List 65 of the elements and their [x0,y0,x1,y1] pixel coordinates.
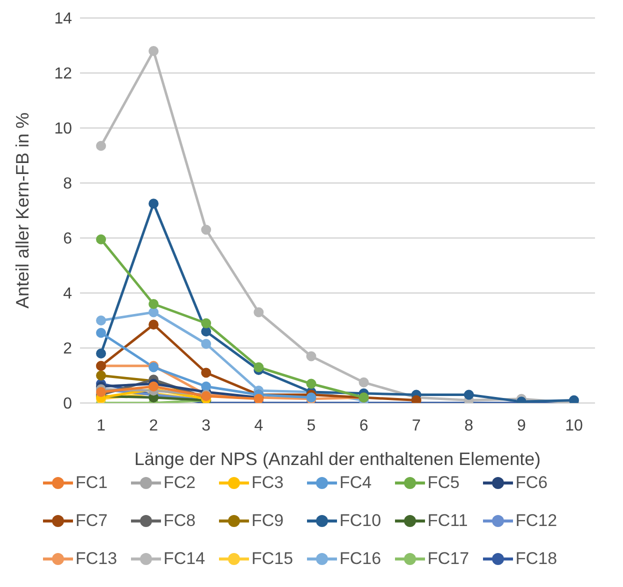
point [201,382,212,392]
legend-label: FC3 [252,473,284,493]
point [201,326,212,336]
point [201,338,212,349]
legend-label: FC16 [340,549,382,569]
legend-label: FC1 [76,473,108,493]
legend-label: FC8 [164,511,196,531]
x-tick-label: 1 [96,417,106,434]
point [201,318,212,328]
point [96,140,106,151]
y-tick-label: 4 [63,286,72,303]
point [96,328,106,338]
point [201,368,212,378]
legend-label: FC7 [76,511,108,531]
point [96,348,106,358]
y-tick-label: 0 [63,396,72,413]
legend-label: FC18 [516,549,558,569]
point [96,234,106,244]
legend-label: FC15 [252,549,294,569]
point [96,370,106,380]
point [148,320,159,330]
point [254,362,264,372]
point [254,307,264,318]
point [358,377,369,388]
point [148,299,159,309]
point [411,395,422,403]
point [96,387,106,397]
y-tick-label: 12 [54,66,72,83]
x-tick-label: 8 [464,417,474,434]
legend-label: FC17 [428,549,470,569]
y-tick-label: 10 [54,120,72,138]
y-tick-label: 6 [63,230,72,248]
y-tick-label: 14 [54,10,72,28]
y-tick-label: 8 [63,176,72,193]
x-tick-label: 5 [306,417,316,434]
point [148,46,159,56]
point [306,351,316,362]
legend-label: FC5 [428,473,460,493]
point [148,307,159,318]
legend-label: FC14 [164,549,206,569]
legend-label: FC12 [516,511,558,531]
x-tick-label: 2 [149,417,158,434]
legend-label: FC10 [340,511,382,531]
point [148,382,159,392]
point [568,395,579,403]
legend-label: FC13 [76,549,118,569]
point [96,316,106,326]
legend-label: FC2 [164,473,196,493]
point [201,224,212,235]
point [306,378,316,389]
y-axis-title: Anteil aller Kern-FB in % [12,112,32,309]
point [464,390,474,400]
x-tick-label: 4 [254,417,264,434]
legend-label: FC11 [428,511,468,531]
x-axis-title: Länge der NPS (Anzahl der enthaltenen Elemente) [134,449,541,469]
x-tick-label: 10 [565,417,583,434]
x-tick-label: 3 [202,417,211,434]
legend-label: FC4 [340,473,372,493]
legend-label: FC9 [252,511,284,531]
point [148,198,159,209]
x-tick-label: 9 [516,417,526,434]
x-tick-label: 7 [412,417,421,434]
y-tick-label: 2 [63,340,72,358]
legend-label: FC6 [516,473,548,493]
x-tick-label: 6 [359,417,368,434]
